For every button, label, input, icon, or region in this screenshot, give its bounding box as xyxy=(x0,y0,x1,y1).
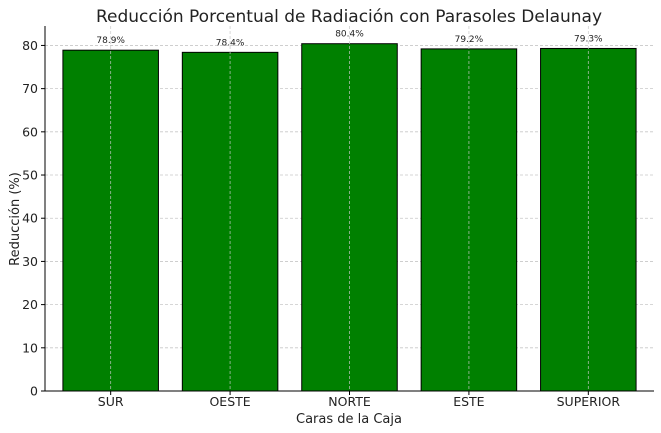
label-layer: 0 10 20 30 40 50 60 70 80 78.9% SUR 78.4% OESTE 80.4%… xyxy=(22,30,620,409)
y-axis-title: Reducción (%) xyxy=(8,172,23,266)
data-label: 78.9% xyxy=(96,36,125,46)
x-tick-label: NORTE xyxy=(328,394,371,409)
y-tick-label: 0 xyxy=(30,384,38,399)
y-tick-label: 10 xyxy=(22,340,38,355)
y-tick-label: 20 xyxy=(22,297,38,312)
y-tick-label: 50 xyxy=(22,168,38,183)
bar-superior xyxy=(540,47,637,392)
x-tick-label: SUR xyxy=(98,394,124,409)
x-axis-title: Caras de la Caja xyxy=(296,412,402,427)
data-label: 78.4% xyxy=(216,38,245,48)
y-tick-label: 80 xyxy=(22,38,38,53)
axis-layer xyxy=(41,26,654,395)
y-tick-label: 60 xyxy=(22,124,38,139)
vertical-grid-layer xyxy=(110,26,589,391)
y-tick-label: 30 xyxy=(22,254,38,269)
data-label: 79.3% xyxy=(574,34,603,44)
y-tick-label: 70 xyxy=(22,81,38,96)
data-label: 79.2% xyxy=(455,35,484,45)
y-tick-label: 40 xyxy=(22,211,38,226)
x-tick-label: ESTE xyxy=(453,394,484,409)
x-tick-label: SUPERIOR xyxy=(557,394,621,409)
data-label: 80.4% xyxy=(335,30,364,40)
chart-title: Reducción Porcentual de Radiación con Pa… xyxy=(96,7,602,27)
x-tick-label: OESTE xyxy=(209,394,250,409)
bar-este xyxy=(420,48,518,392)
